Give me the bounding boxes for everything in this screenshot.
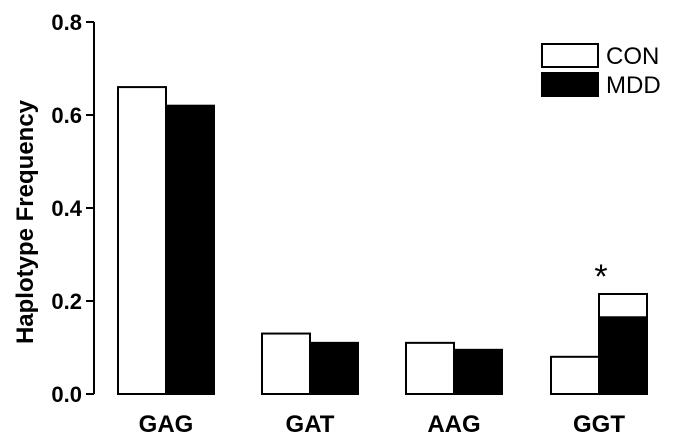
legend-swatch-con — [541, 43, 599, 68]
x-tick-label: GAG — [139, 411, 194, 438]
x-axis-labels: GAG GAT AAG GGT — [139, 411, 626, 438]
bar-con-ggt — [550, 355, 600, 395]
x-tick-label: AAG — [427, 411, 480, 438]
bar-con-aag — [405, 341, 455, 396]
x-tick-label: GAT — [286, 411, 335, 438]
bar-con-gat — [261, 332, 311, 395]
y-axis: 0.0 0.2 0.4 0.6 0.8 — [51, 10, 95, 407]
legend-label-con: CON — [606, 43, 659, 70]
bars — [117, 86, 648, 396]
legend-label-mdd: MDD — [606, 72, 661, 99]
bar-mdd-gag — [165, 104, 215, 395]
y-tick-label: 0.0 — [51, 382, 82, 407]
significance-annotation: * — [594, 258, 648, 357]
bar-mdd-ggt — [598, 316, 648, 395]
bar-mdd-gat — [309, 341, 359, 396]
y-tick-label: 0.6 — [51, 103, 82, 128]
x-tick-label: GGT — [573, 411, 625, 438]
legend-swatch-mdd — [541, 72, 599, 97]
y-tick-label: 0.2 — [51, 289, 82, 314]
bar-mdd-aag — [453, 348, 503, 396]
y-tick-label: 0.8 — [51, 10, 82, 35]
y-tick-label: 0.4 — [51, 196, 82, 221]
significance-bracket — [598, 293, 648, 357]
significance-asterisk: * — [594, 258, 607, 296]
y-axis-label: Haplotype Frequency — [12, 99, 39, 344]
bar-con-gag — [117, 86, 167, 395]
